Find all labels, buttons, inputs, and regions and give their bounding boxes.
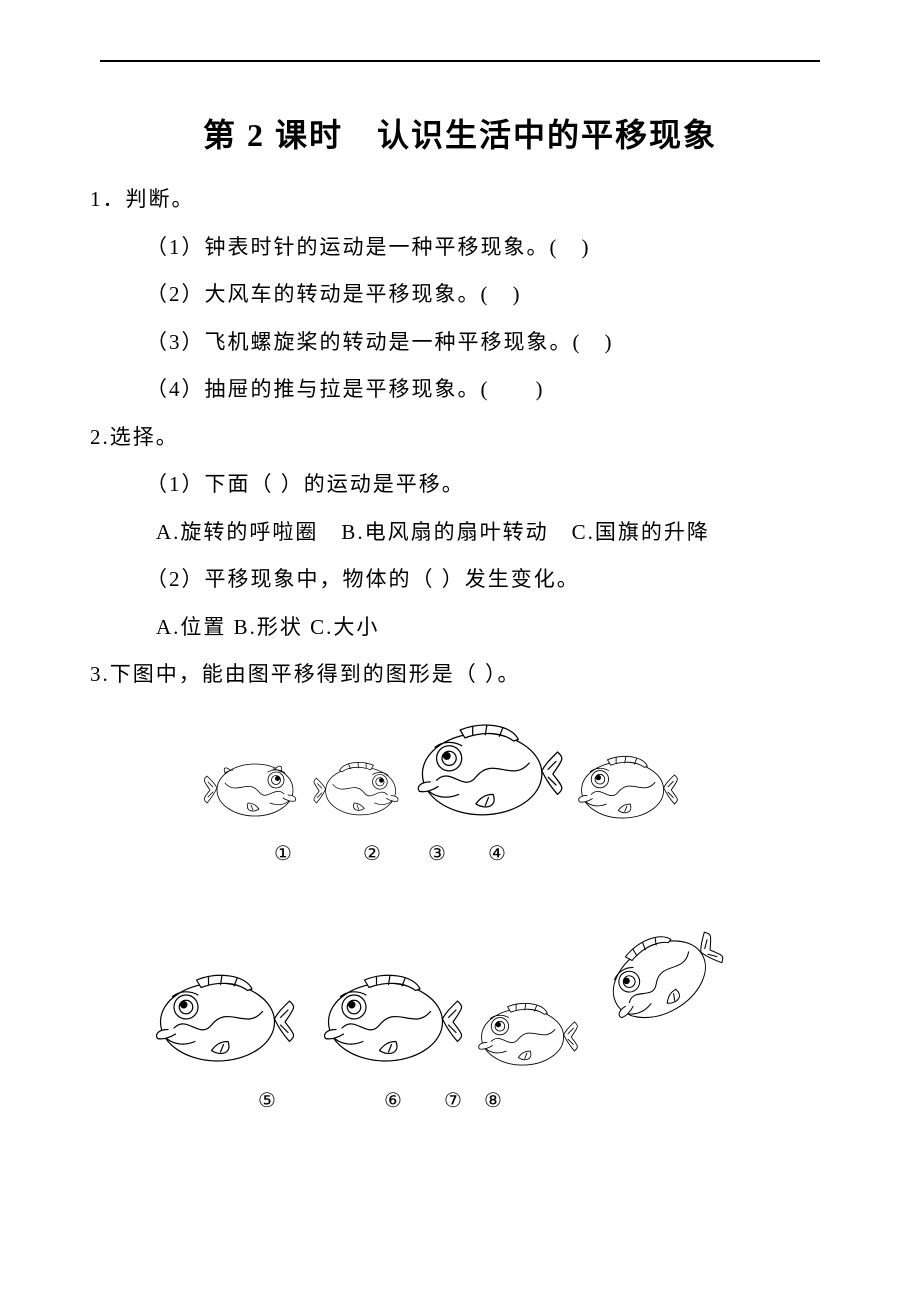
fish-figure-7: [474, 998, 582, 1076]
q2-stem: 2.选择。: [90, 422, 830, 454]
fish-label: ④: [468, 841, 528, 866]
fish-figure-3: [410, 719, 570, 829]
labels-row-2: ⑤⑥⑦⑧: [182, 1088, 830, 1113]
fish-figure-4: [574, 751, 682, 829]
q1-item-2: （2）大风车的转动是平移现象。( ): [146, 279, 830, 311]
fish-label: ③: [408, 841, 468, 866]
worksheet-page: 第 2 课时 认识生活中的平移现象 1．判断。 （1）钟表时针的运动是一种平移现…: [0, 0, 920, 1302]
top-rule: [100, 60, 820, 62]
q2-sub2-options: A.位置 B.形状 C.大小: [156, 612, 830, 644]
fish-figure-2: [310, 753, 402, 829]
labels-row-1: ①②③④: [230, 841, 830, 866]
fish-row-1: [200, 719, 830, 829]
q1-item-4: （4）抽屉的推与拉是平移现象。( ): [146, 374, 830, 406]
fish-label: ①: [230, 841, 338, 866]
fish-label: ⑦: [434, 1088, 474, 1113]
q1-item-3: （3）飞机螺旋桨的转动是一种平移现象。( ): [146, 327, 830, 359]
page-title: 第 2 课时 认识生活中的平移现象: [90, 110, 830, 156]
fish-label: ⑤: [182, 1088, 354, 1113]
q2-sub1: （1）下面（ ）的运动是平移。: [146, 469, 830, 501]
fish-figure-5: [150, 968, 300, 1076]
fish-figure-6: [318, 968, 468, 1076]
q1-stem: 1．判断。: [90, 184, 830, 216]
fish-figure-1: [200, 751, 300, 829]
q2-sub1-options: A.旋转的呼啦圈 B.电风扇的扇叶转动 C.国旗的升降: [156, 517, 830, 549]
fish-label: ⑧: [474, 1088, 514, 1113]
fish-label: ②: [338, 841, 408, 866]
q2-sub2: （2）平移现象中，物体的（ ）发生变化。: [146, 564, 830, 596]
fish-label: ⑥: [354, 1088, 434, 1113]
fish-row-2: [150, 916, 830, 1076]
fish-figure-8: [600, 916, 730, 1036]
q3-stem: 3.下图中，能由图平移得到的图形是（ ）。: [90, 659, 830, 691]
q1-item-1: （1）钟表时针的运动是一种平移现象。( ): [146, 232, 830, 264]
